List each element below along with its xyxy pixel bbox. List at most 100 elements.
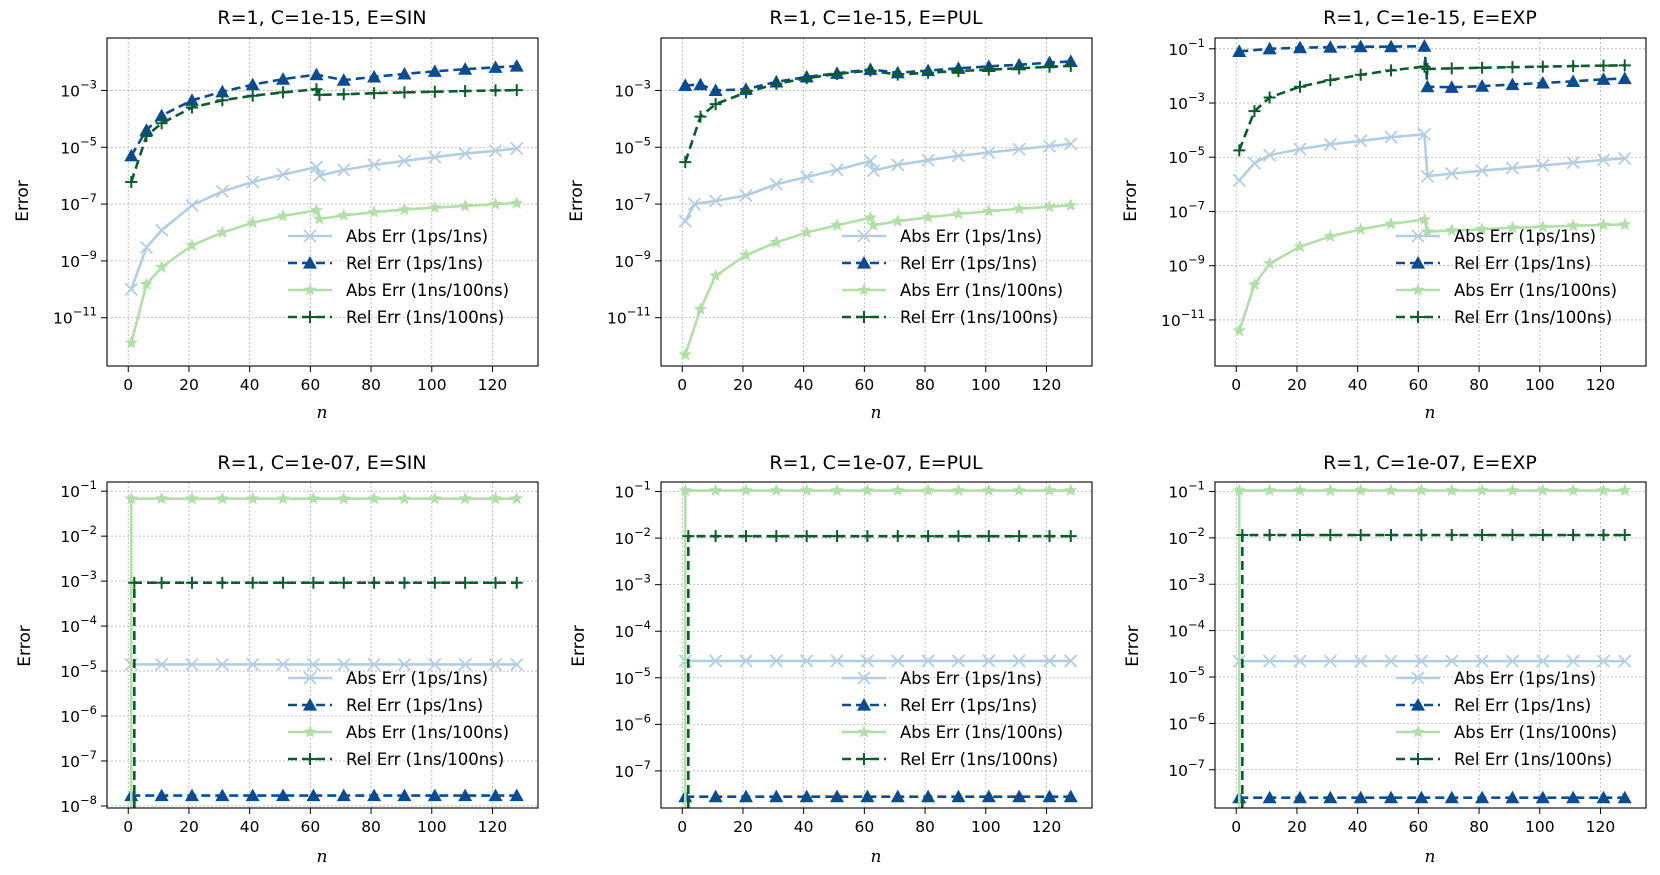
marker-rel_1ns: [831, 530, 844, 543]
x-tick-label: 20: [1287, 376, 1307, 394]
panel-title: R=1, C=1e-15, E=EXP: [1323, 7, 1537, 29]
legend-label: Abs Err (1ns/100ns): [900, 723, 1063, 742]
y-axis-label: Error: [13, 180, 33, 221]
marker-rel_1ns: [1354, 68, 1367, 81]
marker-rel_1ps: [458, 788, 473, 802]
marker-rel_1ps: [1444, 80, 1459, 93]
marker-abs_1ns: [739, 248, 753, 261]
legend-label: Rel Err (1ns/100ns): [1454, 750, 1612, 769]
marker-rel_1ns: [125, 175, 138, 188]
marker-rel_1ns: [861, 530, 874, 543]
marker-abs_1ps: [1536, 158, 1550, 173]
marker-rel_1ns: [489, 84, 502, 97]
marker-abs_1ps: [510, 657, 524, 672]
marker-rel_1ns: [155, 576, 168, 589]
marker-abs_1ns: [154, 260, 169, 273]
marker-rel_1ps: [309, 67, 324, 81]
marker-abs_1ps: [1042, 654, 1057, 668]
legend-label: Rel Err (1ns/100ns): [1454, 308, 1612, 327]
marker-abs_1ns: [1445, 483, 1459, 497]
marker-abs_1ps: [1293, 654, 1307, 668]
marker-abs_1ps: [1384, 130, 1398, 144]
x-tick-label: 0: [677, 818, 687, 836]
marker-rel_1ns: [831, 67, 844, 80]
marker-abs_1ps: [337, 163, 351, 177]
marker-rel_1ns: [1263, 91, 1276, 104]
plot-area-2: 0 20 40 60 80 100 120 10−11 10−9 10−7 10−5 10−3 10−1…: [1161, 36, 1647, 394]
x-tick-label: 100: [417, 818, 447, 836]
marker-abs_1ns: [800, 483, 814, 497]
y-tick-label: 10−7: [60, 748, 97, 771]
marker-abs_1ps: [306, 657, 321, 672]
x-axis-label: n: [317, 847, 328, 867]
axes-frame: [106, 481, 539, 809]
x-tick-label: 120: [1032, 376, 1062, 394]
legend-label: Rel Err (1ns/100ns): [346, 308, 504, 327]
marker-rel_1ns: [1506, 529, 1519, 542]
marker-rel_1ns: [1064, 530, 1077, 543]
marker-abs_1ns: [185, 238, 199, 252]
marker-rel_1ps: [397, 66, 412, 80]
marker-abs_1ps: [708, 654, 723, 668]
y-tick-label: 10−5: [614, 134, 651, 157]
series-line-abs_1ps: [684, 142, 1071, 222]
marker-abs_1ns: [124, 335, 138, 349]
marker-abs_1ps: [397, 154, 412, 168]
legend-label: Abs Err (1ns/100ns): [1454, 281, 1617, 300]
marker-abs_1ns: [312, 211, 327, 225]
marker-abs_1ns: [982, 204, 996, 217]
marker-rel_1ps: [1596, 790, 1611, 804]
marker-abs_1ps: [1247, 156, 1262, 170]
legend-marker: [857, 698, 871, 711]
y-tick-label: 10−9: [1168, 253, 1205, 276]
marker-rel_1ns: [1597, 529, 1610, 542]
marker-abs_1ns: [1417, 212, 1432, 226]
y-axis-label: Error: [15, 625, 35, 666]
marker-rel_1ns: [310, 83, 323, 96]
y-tick-label: 10−7: [614, 191, 651, 214]
marker-abs_1ns: [458, 198, 472, 212]
marker-rel_1ns: [1506, 61, 1519, 74]
x-tick-label: 100: [1525, 376, 1555, 394]
marker-rel_1ps: [154, 108, 169, 122]
marker-abs_1ps: [309, 160, 324, 174]
marker-abs_1ns: [1293, 483, 1307, 497]
marker-rel_1ns: [800, 530, 813, 543]
marker-abs_1ns: [1064, 198, 1078, 212]
x-tick-label: 80: [1469, 376, 1489, 394]
marker-abs_1ns: [1323, 229, 1337, 243]
legend-marker: [857, 671, 871, 685]
x-tick-label: 20: [179, 376, 199, 394]
marker-rel_1ns: [368, 576, 381, 589]
marker-abs_1ns: [860, 483, 875, 497]
x-tick-label: 0: [123, 818, 133, 836]
x-tick-label: 0: [677, 376, 687, 394]
series-layer: [1232, 39, 1632, 337]
marker-rel_1ps: [981, 789, 996, 803]
marker-rel_1ps: [124, 148, 139, 162]
marker-abs_1ns: [428, 200, 442, 214]
marker-abs_1ns: [1012, 483, 1026, 497]
y-tick-label: 10−7: [614, 758, 651, 781]
marker-rel_1ps: [509, 59, 524, 72]
marker-rel_1ps: [1262, 41, 1277, 55]
marker-abs_1ps: [337, 657, 351, 672]
marker-rel_1ps: [1323, 40, 1338, 53]
marker-abs_1ns: [124, 491, 138, 505]
marker-rel_1ns: [246, 89, 259, 102]
marker-rel_1ns: [682, 530, 695, 543]
legend-label: Rel Err (1ps/1ns): [900, 696, 1037, 715]
y-axis-label: Error: [569, 625, 589, 666]
marker-rel_1ps: [184, 788, 199, 802]
marker-rel_1ps: [215, 788, 230, 802]
marker-rel_1ps: [1262, 790, 1277, 804]
marker-abs_1ns: [1566, 218, 1580, 232]
marker-rel_1ps: [1384, 39, 1399, 53]
marker-abs_1ns: [215, 225, 229, 239]
marker-rel_1ps: [1566, 790, 1581, 804]
y-tick-label: 10−9: [614, 248, 651, 271]
y-tick-label: 10−5: [60, 658, 97, 681]
marker-rel_1ps: [1384, 790, 1399, 804]
marker-rel_1ps: [708, 789, 723, 803]
marker-rel_1ns: [770, 530, 783, 543]
